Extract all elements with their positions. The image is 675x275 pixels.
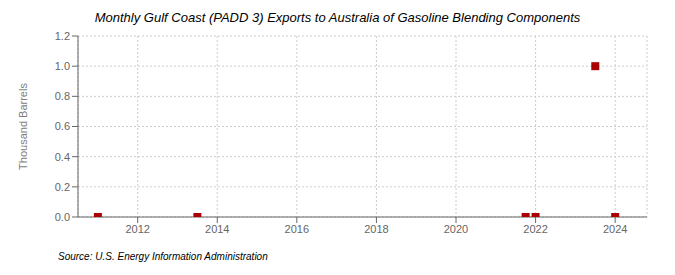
svg-text:0.4: 0.4 [55, 151, 70, 163]
html-text:Source: U.S. Energy Informatio: Source: U.S. Energy Information Administ… [58, 251, 268, 262]
svg-text:2014: 2014 [205, 223, 229, 235]
svg-text:2016: 2016 [285, 223, 309, 235]
svg-text:0.2: 0.2 [55, 181, 70, 193]
html-text:Monthly Gulf Coast (PADD 3) Ex: Monthly Gulf Coast (PADD 3) Exports to A… [94, 10, 581, 25]
svg-text:0.8: 0.8 [55, 90, 70, 102]
svg-text:2024: 2024 [603, 223, 627, 235]
svg-text:1.2: 1.2 [55, 30, 70, 42]
svg-text:2018: 2018 [364, 223, 388, 235]
svg-text:Thousand Barrels: Thousand Barrels [17, 83, 29, 170]
svg-text:0.6: 0.6 [55, 120, 70, 132]
svg-text:2020: 2020 [444, 223, 468, 235]
svg-text:1.0: 1.0 [55, 60, 70, 72]
svg-text:0.0: 0.0 [55, 211, 70, 223]
svg-text:2022: 2022 [523, 223, 547, 235]
svg-text:2012: 2012 [125, 223, 149, 235]
